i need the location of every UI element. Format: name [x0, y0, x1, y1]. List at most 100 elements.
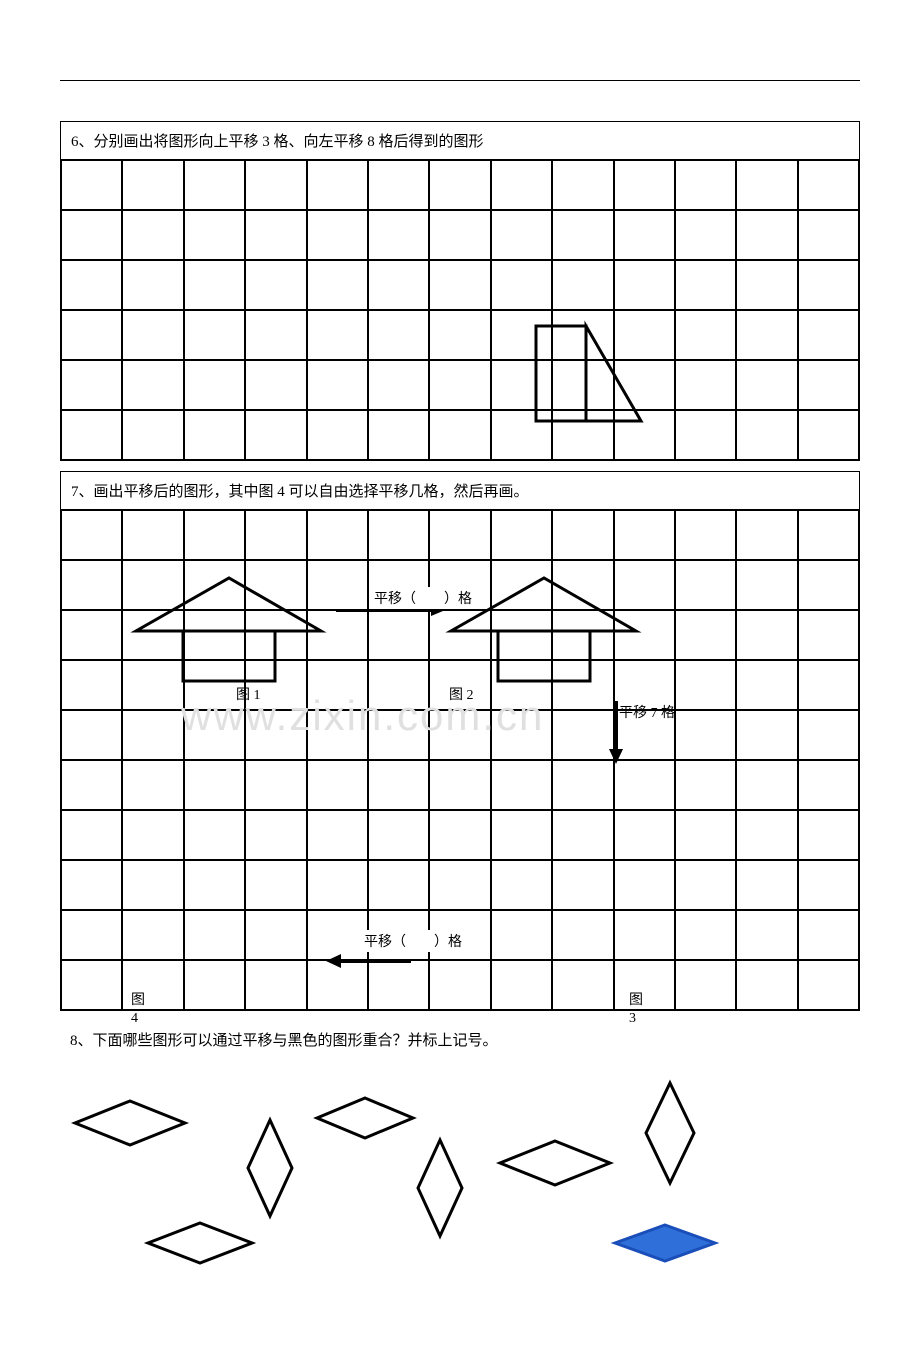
grid-cell — [675, 860, 736, 910]
grid-cell — [429, 760, 490, 810]
grid-cell — [245, 810, 306, 860]
grid-cell — [307, 960, 368, 1010]
grid-row — [61, 760, 859, 810]
grid-cell — [61, 610, 122, 660]
grid-cell — [184, 860, 245, 910]
grid-cell — [368, 960, 429, 1010]
diamond-shape-6 — [148, 1223, 252, 1263]
grid-cell — [552, 610, 613, 660]
grid-cell — [798, 660, 859, 710]
grid-cell — [798, 710, 859, 760]
grid-cell — [798, 510, 859, 560]
grid-cell — [736, 660, 797, 710]
grid-cell — [552, 560, 613, 610]
grid-cell — [614, 310, 675, 360]
grid-cell — [736, 410, 797, 460]
grid-cell — [122, 410, 183, 460]
diamonds-area — [60, 1078, 860, 1298]
grid-cell — [245, 160, 306, 210]
grid-cell — [552, 810, 613, 860]
grid-cell — [184, 560, 245, 610]
grid-cell — [245, 860, 306, 910]
grid-cell — [307, 810, 368, 860]
grid-cell — [429, 410, 490, 460]
question-6-text: 6、分别画出将图形向上平移 3 格、向左平移 8 格后得到的图形 — [61, 122, 859, 160]
q6-grid-container: 6、分别画出将图形向上平移 3 格、向左平移 8 格后得到的图形 — [60, 121, 860, 461]
grid-cell — [798, 410, 859, 460]
grid-cell — [491, 360, 552, 410]
grid-cell — [798, 610, 859, 660]
grid-row — [61, 260, 859, 310]
grid-row — [61, 610, 859, 660]
grid-cell — [736, 360, 797, 410]
grid-cell — [736, 960, 797, 1010]
question-7-section: 7、画出平移后的图形，其中图 4 可以自由选择平移几格，然后再画。 www.zi… — [60, 471, 860, 1011]
grid-cell — [61, 710, 122, 760]
grid-cell — [122, 360, 183, 410]
grid-cell — [245, 560, 306, 610]
diamond-shape-4 — [500, 1141, 610, 1185]
grid-cell — [368, 760, 429, 810]
grid-cell — [245, 510, 306, 560]
grid-cell — [307, 860, 368, 910]
grid-cell — [798, 910, 859, 960]
grid-cell — [368, 660, 429, 710]
grid-cell — [184, 360, 245, 410]
question-8-text: 8、下面哪些图形可以通过平移与黑色的图形重合？并标上记号。 — [60, 1021, 860, 1058]
grid-cell — [675, 410, 736, 460]
grid-cell — [614, 360, 675, 410]
diamond-shape-5 — [646, 1083, 694, 1183]
grid-cell — [184, 960, 245, 1010]
grid-cell — [122, 760, 183, 810]
grid-cell — [491, 560, 552, 610]
grid-cell — [429, 260, 490, 310]
grid-cell — [614, 260, 675, 310]
grid-cell — [614, 210, 675, 260]
grid-cell — [491, 810, 552, 860]
grid-cell — [675, 160, 736, 210]
grid-cell — [184, 910, 245, 960]
grid-row — [61, 960, 859, 1010]
grid-cell — [429, 310, 490, 360]
grid-cell — [122, 660, 183, 710]
grid-cell — [552, 660, 613, 710]
grid-cell — [307, 710, 368, 760]
question-7-text: 7、画出平移后的图形，其中图 4 可以自由选择平移几格，然后再画。 — [61, 472, 859, 510]
grid-cell — [552, 860, 613, 910]
grid-cell — [798, 960, 859, 1010]
grid-cell — [368, 160, 429, 210]
grid-cell — [61, 810, 122, 860]
grid-cell — [122, 560, 183, 610]
grid-cell — [552, 260, 613, 310]
grid-cell — [491, 410, 552, 460]
grid-cell — [798, 160, 859, 210]
label-fig2: 图 2 — [449, 687, 474, 705]
grid-cell — [552, 360, 613, 410]
grid-cell — [184, 610, 245, 660]
grid-cell — [736, 610, 797, 660]
grid-cell — [61, 210, 122, 260]
grid-cell — [245, 310, 306, 360]
grid-cell — [368, 210, 429, 260]
grid-row — [61, 510, 859, 560]
q7-grid-container: 7、画出平移后的图形，其中图 4 可以自由选择平移几格，然后再画。 www.zi… — [60, 471, 860, 1011]
grid-cell — [736, 710, 797, 760]
grid-cell — [675, 910, 736, 960]
grid-cell — [675, 710, 736, 760]
diamond-shape-2 — [248, 1120, 292, 1216]
grid-cell — [675, 210, 736, 260]
grid-row — [61, 310, 859, 360]
diamond-shape-0 — [75, 1101, 185, 1145]
grid-cell — [368, 610, 429, 660]
grid-cell — [122, 260, 183, 310]
grid-cell — [614, 560, 675, 610]
grid-cell — [245, 410, 306, 460]
grid-cell — [307, 410, 368, 460]
grid-row — [61, 210, 859, 260]
grid-cell — [122, 860, 183, 910]
question-6-section: 6、分别画出将图形向上平移 3 格、向左平移 8 格后得到的图形 — [60, 121, 860, 461]
grid-cell — [307, 160, 368, 210]
grid-cell — [675, 360, 736, 410]
grid-cell — [798, 210, 859, 260]
grid-cell — [552, 760, 613, 810]
